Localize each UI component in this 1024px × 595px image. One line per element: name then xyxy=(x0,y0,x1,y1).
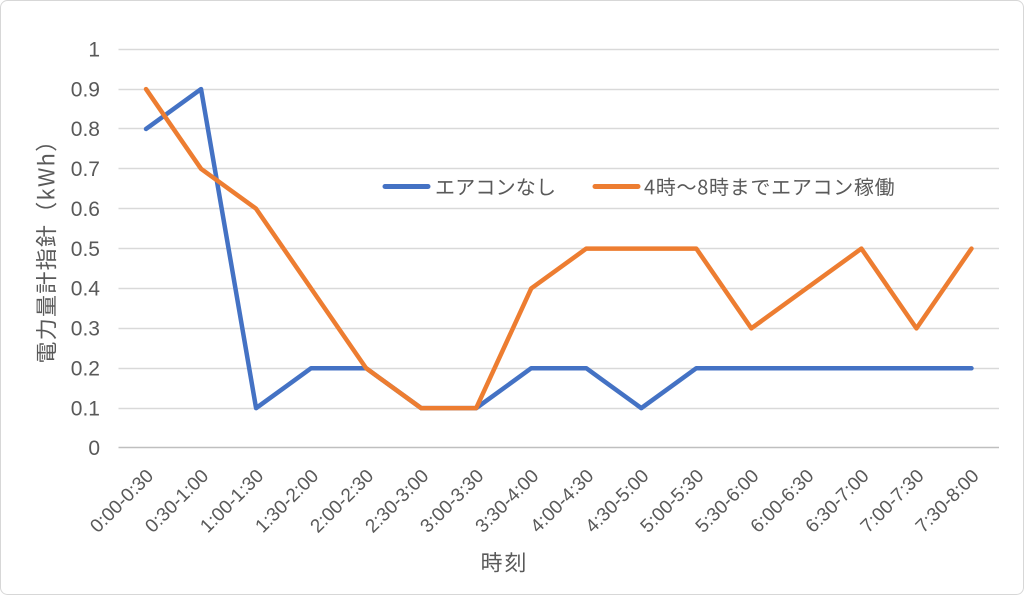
svg-text:0.3: 0.3 xyxy=(71,318,100,341)
svg-text:0.9: 0.9 xyxy=(71,78,100,101)
svg-text:0.1: 0.1 xyxy=(71,397,100,420)
svg-text:0.4: 0.4 xyxy=(71,278,101,301)
svg-text:0.7: 0.7 xyxy=(71,158,100,181)
svg-text:0.5: 0.5 xyxy=(71,238,100,261)
svg-text:0.6: 0.6 xyxy=(71,198,100,221)
svg-text:0.2: 0.2 xyxy=(71,357,100,380)
svg-text:1: 1 xyxy=(88,38,100,61)
svg-text:0: 0 xyxy=(88,437,100,460)
svg-text:0.8: 0.8 xyxy=(71,118,100,141)
